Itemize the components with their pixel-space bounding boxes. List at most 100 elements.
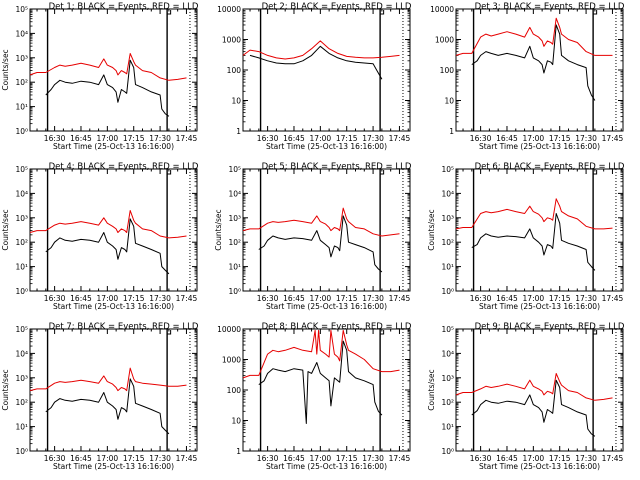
series-line-events xyxy=(249,45,383,80)
y-tick-label: 10⁴ xyxy=(228,189,241,198)
y-tick-label: 10⁵ xyxy=(15,165,28,174)
series-line-lld xyxy=(242,207,400,237)
chart-panel-1: 10⁰ 10¹ 10² 10³ 10⁴ 10⁵ 16:30 16:45 17:00 17:15 17… xyxy=(1,2,199,151)
y-tick-label: 10³ xyxy=(441,214,454,223)
plot-frame xyxy=(29,8,198,132)
x-tick-label: 17:00 xyxy=(310,454,332,463)
y-tick-label: 1000 xyxy=(222,36,241,45)
y-tick-label: 10¹ xyxy=(228,263,241,272)
series-line-lld xyxy=(455,17,613,56)
y-tick-label: 10⁵ xyxy=(15,325,28,334)
chart-title: Det 6: BLACK = Events, RED = LLD xyxy=(475,162,625,172)
chart-title: Det 8: BLACK = Events, RED = LLD xyxy=(262,322,412,332)
y-axis-label: Counts/sec xyxy=(214,209,223,250)
y-tick-label: 10⁰ xyxy=(228,287,241,296)
x-tick-label: 16:30 xyxy=(470,134,492,143)
y-axis-label: Counts/sec xyxy=(427,209,436,250)
series-line-lld xyxy=(29,367,187,392)
x-axis-label: Start Time (25-Oct-13 16:16:00) xyxy=(266,462,387,471)
x-tick-label: 17:45 xyxy=(176,454,198,463)
y-tick-label: 10⁰ xyxy=(441,447,454,456)
y-tick-label: 10² xyxy=(15,398,28,407)
y-tick-label: 10⁵ xyxy=(15,5,28,14)
chart-title: Det 5: BLACK = Events, RED = LLD xyxy=(262,162,412,172)
x-tick-label: 17:45 xyxy=(389,294,411,303)
x-tick-label: 16:30 xyxy=(470,294,492,303)
plot-frame xyxy=(455,168,624,292)
chart-panel-2: 1 10 100 1000 10000 16:30 16:45 17:00 17:15 17:30… xyxy=(217,2,412,151)
y-tick-label: 10¹ xyxy=(15,103,28,112)
y-tick-label: 10³ xyxy=(441,374,454,383)
x-tick-label: 17:30 xyxy=(362,454,384,463)
x-tick-label: 17:00 xyxy=(523,454,545,463)
x-tick-label: 17:15 xyxy=(123,294,145,303)
series-line-events xyxy=(258,215,383,273)
x-tick-label: 17:45 xyxy=(176,294,198,303)
y-tick-label: 10¹ xyxy=(441,263,454,272)
y-tick-label: 10⁵ xyxy=(228,165,241,174)
x-tick-label: 17:45 xyxy=(602,454,624,463)
x-tick-label: 17:15 xyxy=(549,134,571,143)
y-tick-label: 1000 xyxy=(435,36,454,45)
series-line-events xyxy=(45,59,170,117)
boundary-marker xyxy=(167,10,172,15)
y-tick-label: 10³ xyxy=(228,214,241,223)
y-tick-label: 10⁴ xyxy=(15,29,28,38)
x-axis-label: Start Time (25-Oct-13 16:16:00) xyxy=(479,462,600,471)
plot-frame xyxy=(242,8,411,132)
x-tick-label: 17:30 xyxy=(149,134,171,143)
boundary-marker xyxy=(593,330,598,335)
y-tick-label: 10000 xyxy=(430,5,454,14)
x-tick-label: 17:30 xyxy=(362,134,384,143)
y-tick-label: 10³ xyxy=(15,374,28,383)
y-tick-label: 10³ xyxy=(15,54,28,63)
plot-frame xyxy=(29,328,198,452)
x-tick-label: 17:30 xyxy=(575,294,597,303)
plot-frame xyxy=(242,168,411,292)
y-tick-label: 100 xyxy=(227,386,242,395)
x-axis-label: Start Time (25-Oct-13 16:16:00) xyxy=(266,302,387,311)
y-tick-label: 10⁴ xyxy=(15,349,28,358)
boundary-marker xyxy=(593,10,598,15)
boundary-marker xyxy=(167,170,172,175)
y-tick-label: 10 xyxy=(231,97,241,106)
x-tick-label: 17:15 xyxy=(549,294,571,303)
series-line-events xyxy=(45,378,170,435)
boundary-marker xyxy=(167,330,172,335)
x-axis-label: Start Time (25-Oct-13 16:16:00) xyxy=(266,142,387,151)
x-tick-label: 16:45 xyxy=(496,454,518,463)
x-tick-label: 16:45 xyxy=(70,294,92,303)
plot-frame xyxy=(242,328,411,452)
y-tick-label: 10⁰ xyxy=(15,127,28,136)
series-line-events xyxy=(258,340,383,424)
x-tick-label: 17:00 xyxy=(97,454,119,463)
x-tick-label: 16:30 xyxy=(44,454,66,463)
y-tick-label: 10² xyxy=(441,238,454,247)
x-tick-label: 17:30 xyxy=(149,454,171,463)
series-line-lld xyxy=(29,53,187,81)
y-tick-label: 10³ xyxy=(15,214,28,223)
series-line-lld xyxy=(242,329,400,379)
series-line-lld xyxy=(455,373,613,401)
x-tick-label: 16:45 xyxy=(70,454,92,463)
y-tick-label: 10⁵ xyxy=(441,325,454,334)
x-tick-label: 17:15 xyxy=(123,454,145,463)
chart-panel-5: 10⁰ 10¹ 10² 10³ 10⁴ 10⁵ 16:30 16:45 17:00 17:15 17… xyxy=(214,162,412,311)
plot-frame xyxy=(29,168,198,292)
plot-frame xyxy=(455,328,624,452)
x-tick-label: 16:45 xyxy=(283,134,305,143)
x-tick-label: 17:45 xyxy=(389,454,411,463)
x-tick-label: 17:00 xyxy=(310,134,332,143)
chart-panel-3: 1 10 100 1000 10000 16:30 16:45 17:00 17:15 17:30… xyxy=(430,2,625,151)
x-tick-label: 17:30 xyxy=(149,294,171,303)
series-line-lld xyxy=(455,198,613,230)
y-tick-label: 10² xyxy=(441,398,454,407)
boundary-marker xyxy=(593,170,598,175)
x-tick-label: 16:30 xyxy=(257,134,279,143)
y-tick-label: 10² xyxy=(15,238,28,247)
chart-panel-8: 1 10 100 1000 10000 16:30 16:45 17:00 17:15 17:30… xyxy=(217,322,412,471)
chart-title: Det 1: BLACK = Events, RED = LLD xyxy=(49,2,199,12)
x-tick-label: 16:45 xyxy=(283,294,305,303)
x-tick-label: 16:45 xyxy=(496,294,518,303)
